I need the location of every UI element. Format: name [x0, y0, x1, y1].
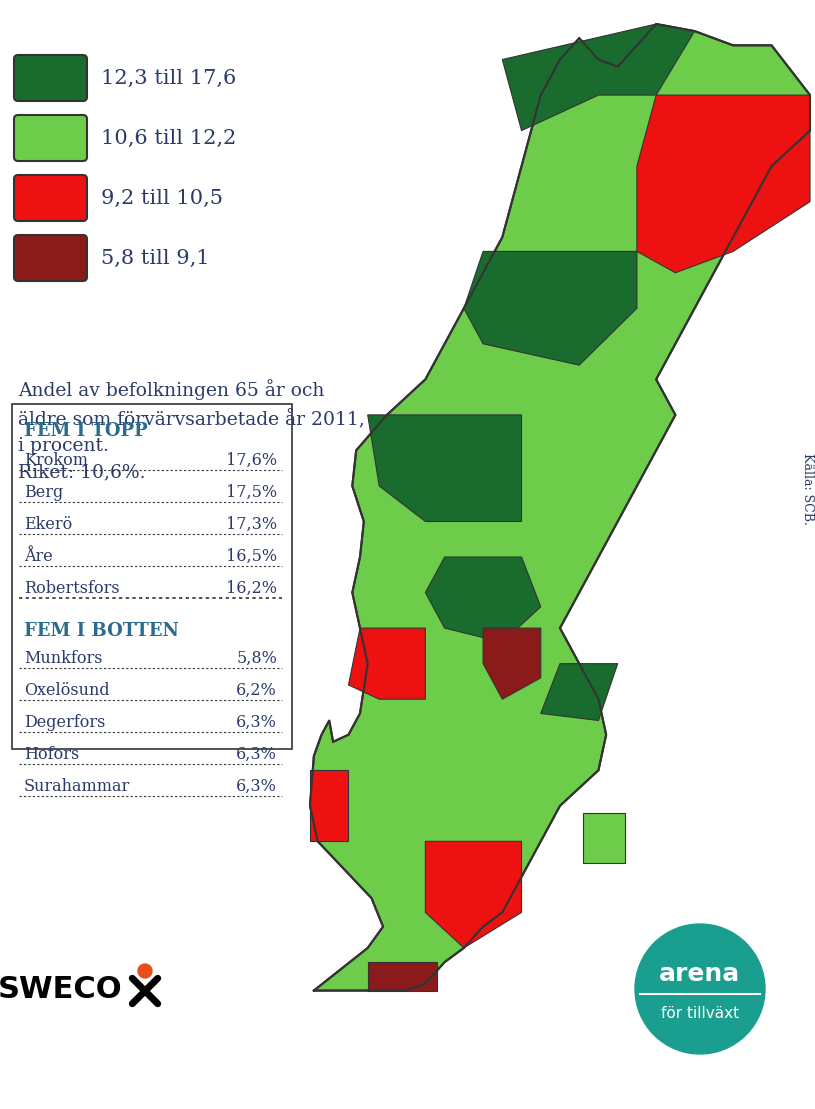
Text: 6,3%: 6,3% [236, 779, 277, 795]
Text: för tillväxt: för tillväxt [661, 1007, 739, 1021]
Bar [12, 404, 292, 749]
Text: 17,6%: 17,6% [226, 452, 277, 469]
Text: 16,5%: 16,5% [226, 548, 277, 564]
Text: 5,8%: 5,8% [236, 650, 277, 667]
Text: 10,6 till 12,2: 10,6 till 12,2 [101, 129, 236, 147]
Polygon shape [483, 628, 541, 699]
Polygon shape [637, 95, 810, 273]
Text: 6,3%: 6,3% [236, 714, 277, 731]
Text: 9,2 till 10,5: 9,2 till 10,5 [101, 189, 223, 207]
Text: SWECO: SWECO [0, 975, 122, 1004]
FancyBboxPatch shape [14, 235, 87, 281]
Text: Degerfors: Degerfors [24, 714, 105, 731]
Circle shape [138, 964, 152, 978]
Polygon shape [425, 842, 522, 948]
Polygon shape [464, 252, 637, 365]
Text: 5,8 till 9,1: 5,8 till 9,1 [101, 248, 209, 267]
FancyBboxPatch shape [14, 115, 87, 161]
Polygon shape [541, 663, 618, 721]
Text: 17,5%: 17,5% [226, 484, 277, 501]
Bar [310, 24, 812, 1019]
Text: 17,3%: 17,3% [226, 516, 277, 533]
Text: Robertsfors: Robertsfors [24, 580, 120, 597]
Polygon shape [583, 813, 625, 863]
Text: arena: arena [659, 962, 741, 986]
Text: Oxelösund: Oxelösund [24, 682, 110, 699]
Polygon shape [310, 771, 349, 842]
Text: Surahammar: Surahammar [24, 779, 130, 795]
Polygon shape [368, 963, 437, 990]
Text: Ekerö: Ekerö [24, 516, 73, 533]
Circle shape [635, 924, 765, 1054]
FancyBboxPatch shape [14, 175, 87, 221]
Polygon shape [425, 557, 541, 642]
Text: Berg: Berg [24, 484, 64, 501]
Text: Krokom: Krokom [24, 452, 88, 469]
Text: 12,3 till 17,6: 12,3 till 17,6 [101, 69, 236, 88]
Text: Munkfors: Munkfors [24, 650, 103, 667]
FancyBboxPatch shape [14, 55, 87, 101]
Text: FEM I TOPP: FEM I TOPP [24, 423, 148, 440]
Text: 6,2%: 6,2% [236, 682, 277, 699]
Polygon shape [368, 415, 522, 521]
Text: Hofors: Hofors [24, 746, 79, 763]
Text: FEM I BOTTEN: FEM I BOTTEN [24, 622, 179, 640]
Text: Källa: SCB.: Källa: SCB. [801, 454, 814, 525]
Text: 16,2%: 16,2% [226, 580, 277, 597]
Text: 6,3%: 6,3% [236, 746, 277, 763]
Polygon shape [502, 24, 694, 131]
Text: Åre: Åre [24, 548, 53, 564]
Polygon shape [310, 24, 810, 990]
Text: Andel av befolkningen 65 år och
äldre som förvärvsarbetade år 2011,
i procent.
R: Andel av befolkningen 65 år och äldre so… [18, 379, 365, 481]
Polygon shape [349, 628, 425, 699]
